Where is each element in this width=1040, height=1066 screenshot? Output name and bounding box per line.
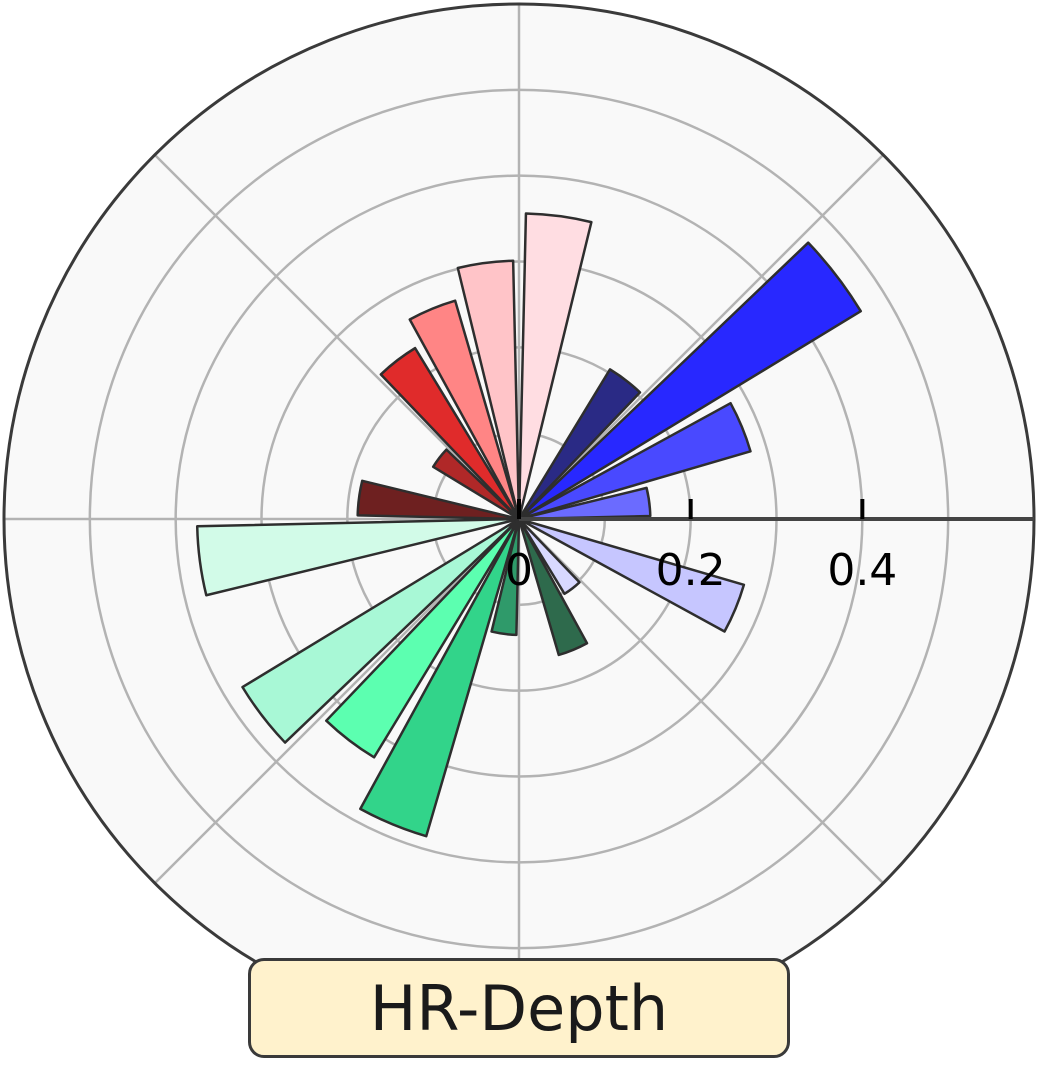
bar-15 — [517, 517, 589, 657]
radial-tick-label-2: 0.4 — [827, 545, 897, 596]
radial-axis: 0 0.2 0.4 — [505, 499, 1034, 596]
radial-tick-label-1: 0.2 — [656, 545, 726, 596]
bar-10 — [195, 517, 521, 597]
grid-spoke-45 — [518, 153, 885, 520]
bar-5 — [456, 259, 521, 521]
bar-6 — [408, 299, 521, 521]
bars — [195, 212, 863, 838]
grid-spoke-225 — [153, 518, 520, 885]
grid-spoke-315 — [518, 518, 885, 885]
bar-4 — [517, 212, 593, 521]
bar-12 — [325, 517, 521, 759]
bar-2 — [517, 241, 863, 521]
bar-13 — [359, 517, 521, 838]
bar-11 — [241, 517, 521, 744]
bar-1 — [517, 401, 752, 521]
bar-0 — [517, 486, 652, 521]
bar-17 — [517, 517, 746, 633]
bar-3 — [517, 368, 642, 521]
bar-7 — [379, 346, 521, 521]
radial-tick-label-0: 0 — [505, 545, 533, 596]
bar-8 — [431, 448, 521, 521]
bar-9 — [356, 479, 521, 521]
chart-title-box: HR-Depth — [248, 958, 790, 1058]
chart-title: HR-Depth — [369, 971, 669, 1045]
bar-14 — [490, 517, 521, 637]
bar-16 — [517, 517, 581, 596]
polar-grid — [4, 4, 1034, 1034]
grid-spoke-135 — [153, 153, 520, 520]
